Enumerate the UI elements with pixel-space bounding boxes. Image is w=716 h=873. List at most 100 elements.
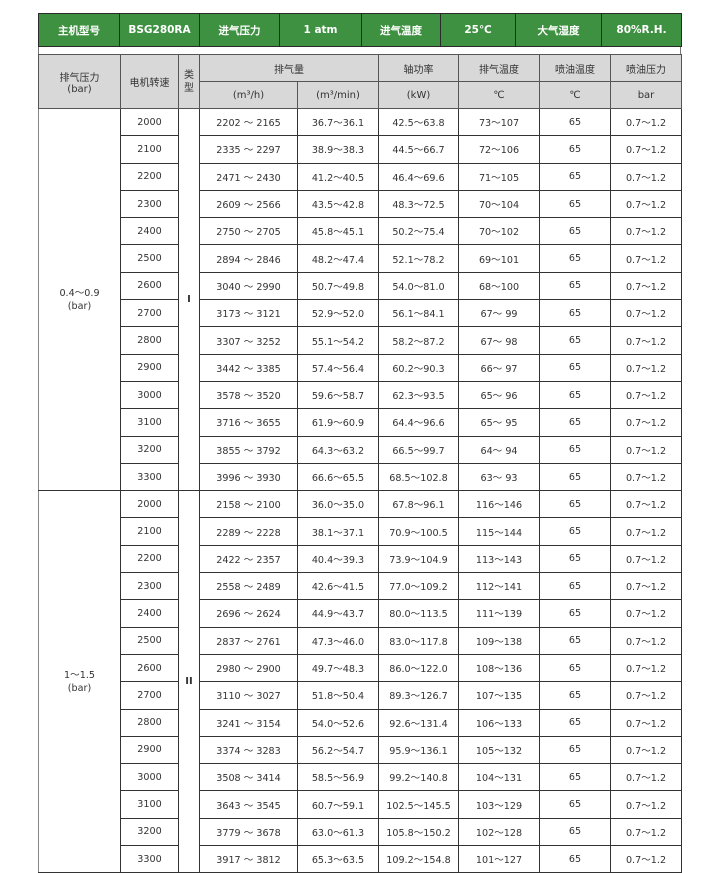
table-row: 2600 3040 ～ 2990 50.7～49.8 54.0～81.0 68～100 6… bbox=[39, 271, 682, 301]
cell-oil-temp: 65 bbox=[539, 681, 611, 710]
cell-flow-m3h: 3996 ～ 3930 bbox=[199, 462, 298, 492]
cell-exhaust-temp: 106～133 bbox=[458, 708, 540, 737]
cell-flow-m3min: 54.0～52.6 bbox=[297, 708, 379, 737]
cell-flow-m3min: 55.1～54.2 bbox=[297, 326, 379, 355]
table-row: 2300 2558 ～ 2489 42.6～41.5 77.0～109.2 112～14… bbox=[39, 572, 682, 601]
cell-flow-m3min: 44.9～43.7 bbox=[297, 599, 379, 628]
cell-exhaust-temp: 112～141 bbox=[458, 572, 540, 601]
cell-oil-temp: 65 bbox=[539, 626, 611, 655]
inlet-pressure-label: 进气压力 bbox=[199, 13, 280, 47]
header-type: 类型 bbox=[178, 54, 200, 109]
cell-shaft-power: 44.5～66.7 bbox=[378, 135, 459, 164]
cell-oil-pressure: 0.7～1.2 bbox=[610, 271, 682, 301]
cell-shaft-power: 80.0～113.5 bbox=[378, 599, 459, 628]
cell-flow-m3h: 2837 ～ 2761 bbox=[199, 626, 298, 655]
table-row: 2800 3241 ～ 3154 54.0～52.6 92.6～131.4 106～13… bbox=[39, 708, 682, 737]
cell-speed: 2400 bbox=[120, 217, 179, 246]
cell-flow-m3min: 43.5～42.8 bbox=[297, 189, 379, 219]
cell-speed: 2800 bbox=[120, 326, 179, 355]
cell-exhaust-temp: 72～106 bbox=[458, 135, 540, 164]
table-row: 2100 2335 ～ 2297 38.9～38.3 44.5～66.7 72～106 6… bbox=[39, 135, 682, 164]
cell-flow-m3h: 3442 ～ 3385 bbox=[199, 353, 298, 382]
cell-oil-temp: 65 bbox=[539, 517, 611, 546]
cell-exhaust-temp: 67～ 98 bbox=[458, 326, 540, 355]
cell-shaft-power: 95.9～136.1 bbox=[378, 735, 459, 765]
cell-shaft-power: 54.0～81.0 bbox=[378, 271, 459, 301]
cell-shaft-power: 68.5～102.8 bbox=[378, 462, 459, 492]
cell-oil-pressure: 0.7～1.2 bbox=[610, 326, 682, 355]
cell-exhaust-temp: 115～144 bbox=[458, 517, 540, 546]
cell-speed: 2700 bbox=[120, 299, 179, 328]
cell-shaft-power: 109.2～154.8 bbox=[378, 845, 459, 873]
cell-flow-m3h: 2696 ～ 2624 bbox=[199, 599, 298, 628]
cell-speed: 3100 bbox=[120, 408, 179, 437]
table-row: 2900 3442 ～ 3385 57.4～56.4 60.2～90.3 66～ 97 6… bbox=[39, 353, 682, 382]
cell-oil-pressure: 0.7～1.2 bbox=[610, 517, 682, 546]
cell-oil-pressure: 0.7～1.2 bbox=[610, 845, 682, 873]
cell-flow-m3min: 56.2～54.7 bbox=[297, 735, 379, 765]
pressure-unit: (bar) bbox=[67, 682, 92, 694]
cell-flow-m3min: 66.6～65.5 bbox=[297, 462, 379, 492]
cell-flow-m3min: 38.9～38.3 bbox=[297, 135, 379, 164]
cell-shaft-power: 46.4～69.6 bbox=[378, 162, 459, 191]
cell-flow-m3h: 3643 ～ 3545 bbox=[199, 790, 298, 819]
cell-oil-pressure: 0.7～1.2 bbox=[610, 790, 682, 819]
cell-speed: 3100 bbox=[120, 790, 179, 819]
cell-flow-m3h: 3917 ～ 3812 bbox=[199, 845, 298, 873]
cell-shaft-power: 86.0～122.0 bbox=[378, 653, 459, 683]
cell-oil-temp: 65 bbox=[539, 845, 611, 873]
cell-flow-m3h: 2980 ～ 2900 bbox=[199, 653, 298, 683]
table-row: 2100 2289 ～ 2228 38.1～37.1 70.9～100.5 115～14… bbox=[39, 517, 682, 546]
cell-flow-m3h: 2289 ～ 2228 bbox=[199, 517, 298, 546]
cell-oil-pressure: 0.7～1.2 bbox=[610, 490, 682, 519]
cell-oil-pressure: 0.7～1.2 bbox=[610, 162, 682, 191]
cell-flow-m3h: 3110 ～ 3027 bbox=[199, 681, 298, 710]
table-row: 3000 3508 ～ 3414 58.5～56.9 99.2～140.8 104～13… bbox=[39, 763, 682, 792]
inlet-temp-label: 进气温度 bbox=[361, 13, 441, 47]
cell-flow-m3h: 2422 ～ 2357 bbox=[199, 544, 298, 574]
cell-speed: 2400 bbox=[120, 599, 179, 628]
cell-flow-m3min: 42.6～41.5 bbox=[297, 572, 379, 601]
table-row: 2800 3307 ～ 3252 55.1～54.2 58.2～87.2 67～ 98 6… bbox=[39, 326, 682, 355]
cell-oil-temp: 65 bbox=[539, 435, 611, 464]
cell-flow-m3h: 2609 ～ 2566 bbox=[199, 189, 298, 219]
table-row: 0.4～0.9 (bar) 2000 I 2202 ～ 2165 36.7～36.1 42.… bbox=[38, 107, 682, 492]
cell-oil-pressure: 0.7～1.2 bbox=[610, 708, 682, 737]
cell-shaft-power: 67.8～96.1 bbox=[378, 490, 459, 519]
cell-speed: 2500 bbox=[120, 244, 179, 273]
table-row: 2500 2837 ～ 2761 47.3～46.0 83.0～117.8 109～13… bbox=[39, 626, 682, 655]
cell-oil-pressure: 0.7～1.2 bbox=[610, 135, 682, 164]
cell-exhaust-temp: 71～105 bbox=[458, 162, 540, 191]
table-row: 1～1.5 (bar) 2000 II 2158 ～ 2100 36.0～35.0 67.8… bbox=[38, 490, 682, 873]
cell-oil-pressure: 0.7～1.2 bbox=[610, 244, 682, 273]
unit-exhaust-temp: ℃ bbox=[458, 81, 540, 109]
table-row: 2600 2980 ～ 2900 49.7～48.3 86.0～122.0 108～13… bbox=[39, 653, 682, 683]
cell-flow-m3h: 3307 ～ 3252 bbox=[199, 326, 298, 355]
cell-speed: 3300 bbox=[120, 462, 179, 492]
cell-oil-pressure: 0.7～1.2 bbox=[610, 462, 682, 492]
cell-oil-temp: 65 bbox=[539, 135, 611, 164]
cell-flow-m3min: 41.2～40.5 bbox=[297, 162, 379, 191]
cell-speed: 2000 bbox=[120, 107, 179, 137]
cell-speed: 2000 bbox=[120, 490, 179, 519]
cell-flow-m3h: 2158 ～ 2100 bbox=[199, 490, 298, 519]
unit-oil-pressure: bar bbox=[610, 81, 682, 109]
cell-oil-pressure: 0.7～1.2 bbox=[610, 572, 682, 601]
header-oil-pressure: 喷油压力 bbox=[610, 54, 682, 82]
group-type: II bbox=[178, 490, 200, 873]
cell-oil-temp: 65 bbox=[539, 107, 611, 137]
header-oil-temp: 喷油温度 bbox=[539, 54, 611, 82]
model-label: 主机型号 bbox=[38, 13, 120, 47]
group-pressure: 0.4～0.9 (bar) bbox=[38, 107, 121, 492]
cell-oil-temp: 65 bbox=[539, 353, 611, 382]
cell-speed: 2900 bbox=[120, 735, 179, 765]
cell-oil-temp: 65 bbox=[539, 244, 611, 273]
table-row: 3300 3917 ～ 3812 65.3～63.5 109.2～154.8 101～1… bbox=[39, 845, 682, 873]
cell-flow-m3h: 3173 ～ 3121 bbox=[199, 299, 298, 328]
cell-oil-temp: 65 bbox=[539, 708, 611, 737]
cell-speed: 3200 bbox=[120, 435, 179, 464]
cell-exhaust-temp: 67～ 99 bbox=[458, 299, 540, 328]
cell-shaft-power: 99.2～140.8 bbox=[378, 763, 459, 792]
unit-flow-min: (m³/min) bbox=[297, 81, 379, 109]
cell-speed: 2700 bbox=[120, 681, 179, 710]
